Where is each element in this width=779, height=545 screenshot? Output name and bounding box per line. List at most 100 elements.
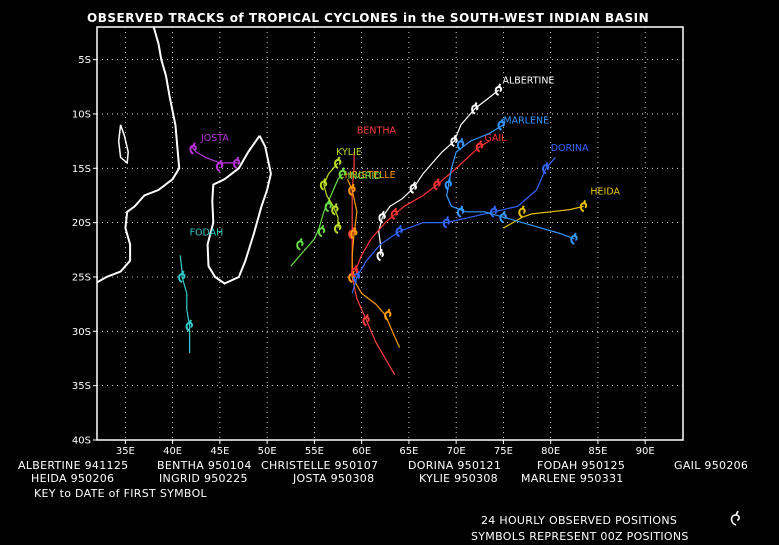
track-ingrid: INGRID bbox=[290, 167, 382, 267]
cyclone-position-icon bbox=[456, 205, 465, 218]
legend-entry: INGRID 950225 bbox=[159, 472, 248, 485]
y-tick-label: 20S bbox=[72, 218, 91, 229]
cyclone-symbol-icon bbox=[730, 510, 740, 526]
legend-entry: KYLIE 950308 bbox=[419, 472, 498, 485]
track-line bbox=[179, 255, 191, 354]
x-tick-label: 65E bbox=[399, 446, 418, 457]
x-tick-label: 50E bbox=[258, 446, 277, 457]
cyclone-position-icon bbox=[494, 83, 503, 96]
track-line bbox=[323, 162, 339, 229]
cyclone-position-icon bbox=[338, 167, 347, 180]
track-gail: GAIL bbox=[351, 133, 508, 278]
cyclone-position-icon bbox=[409, 181, 417, 194]
cyclone-position-icon bbox=[542, 161, 550, 175]
cyclone-position-icon bbox=[518, 205, 526, 218]
storm-label: HEIDA bbox=[590, 186, 620, 197]
x-tick-label: 75E bbox=[494, 446, 513, 457]
cyclone-position-icon bbox=[189, 142, 197, 155]
cyclone-position-icon bbox=[334, 221, 342, 235]
legend-entry: FODAH 950125 bbox=[537, 459, 625, 472]
track-josta: JOSTA bbox=[189, 133, 241, 173]
x-tick-label: 60E bbox=[352, 446, 371, 457]
cyclone-tracks: ALBERTINE BENTHA CHRISTELLE DORINA FODAH GAIL… bbox=[178, 76, 620, 376]
storm-label: CHRISTELLE bbox=[338, 170, 396, 181]
track-bentha: BENTHA bbox=[348, 126, 397, 376]
storm-label: DORINA bbox=[551, 143, 589, 154]
track-line bbox=[191, 146, 239, 164]
x-tick-label: 80E bbox=[541, 446, 560, 457]
legend-entry: ALBERTINE 941125 bbox=[18, 459, 128, 472]
cyclone-position-icon bbox=[185, 319, 193, 332]
x-axis-ticks: 35E 40E 45E 50E 55E 60E 65E 70E 75E 80E 85E 90E bbox=[116, 440, 655, 457]
coastlines bbox=[96, 26, 272, 285]
x-tick-label: 70E bbox=[447, 446, 466, 457]
cyclone-position-icon bbox=[378, 210, 386, 224]
footer-line-2: SYMBOLS REPRESENT 00Z POSITIONS bbox=[471, 530, 689, 543]
cyclone-position-icon bbox=[331, 203, 339, 216]
cyclone-position-icon bbox=[442, 216, 451, 229]
cyclone-position-icon bbox=[444, 178, 452, 191]
cyclone-position-icon bbox=[317, 224, 326, 238]
track-line bbox=[354, 140, 490, 272]
cyclone-position-icon bbox=[475, 140, 484, 153]
storm-legend: ALBERTINE 941125 BENTHA 950104 CHRISTELLE … bbox=[18, 459, 748, 485]
legend-entry: GAIL 950206 bbox=[674, 459, 748, 472]
cyclone-position-icon bbox=[395, 224, 403, 238]
track-dorina: DORINA bbox=[351, 143, 589, 294]
legend-entry: JOSTA 950308 bbox=[292, 472, 374, 485]
y-axis-ticks: 5S 10S 15S 20S 25S 30S 35S 40S bbox=[72, 55, 97, 447]
x-tick-label: 90E bbox=[636, 446, 655, 457]
x-tick-label: 85E bbox=[588, 446, 607, 457]
map-title: OBSERVED TRACKS of TROPICAL CYCLONES in … bbox=[87, 11, 649, 25]
cyclone-position-icon bbox=[497, 118, 505, 131]
cyclone-position-icon bbox=[215, 159, 224, 173]
cyclone-position-icon bbox=[433, 178, 441, 191]
track-heida: HEIDA bbox=[503, 186, 620, 229]
track-line bbox=[378, 89, 500, 256]
storm-label: KYLIE bbox=[336, 147, 362, 158]
legend-entry: DORINA 950121 bbox=[408, 459, 501, 472]
legend-entry: BENTHA 950104 bbox=[157, 459, 252, 472]
legend-entry: MARLENE 950331 bbox=[521, 472, 624, 485]
cyclone-position-icon bbox=[351, 265, 359, 278]
x-tick-label: 35E bbox=[116, 446, 135, 457]
cyclone-position-icon bbox=[362, 313, 370, 327]
track-albertine: ALBERTINE bbox=[376, 76, 555, 262]
y-tick-label: 25S bbox=[72, 272, 91, 283]
storm-label: GAIL bbox=[485, 133, 508, 144]
cyclone-position-icon bbox=[334, 156, 342, 169]
cyclone-position-icon bbox=[499, 210, 507, 224]
cyclone-position-icon bbox=[490, 205, 498, 218]
cyclone-position-icon bbox=[390, 207, 399, 220]
y-tick-label: 40S bbox=[72, 436, 91, 447]
track-line bbox=[446, 124, 575, 240]
storm-label: BENTHA bbox=[357, 126, 397, 137]
key-text: KEY to DATE of FIRST SYMBOL bbox=[34, 487, 208, 500]
cyclone-position-icon bbox=[232, 156, 241, 169]
track-line bbox=[290, 173, 344, 267]
track-kylie: KYLIE bbox=[319, 147, 362, 235]
track-marlene: MARLENE bbox=[444, 116, 578, 245]
cyclone-position-icon bbox=[350, 227, 358, 240]
footer-line-1: 24 HOURLY OBSERVED POSITIONS bbox=[481, 514, 677, 527]
track-line bbox=[351, 157, 556, 294]
grid-lines bbox=[97, 27, 683, 440]
africa-coastline bbox=[96, 26, 181, 284]
cyclone-position-icon bbox=[319, 178, 328, 191]
y-tick-label: 35S bbox=[72, 381, 91, 392]
cyclone-position-icon bbox=[178, 270, 186, 283]
madagascar-coastline bbox=[206, 135, 272, 285]
storm-label: FODAH bbox=[190, 228, 224, 239]
legend-entry: HEIDA 950206 bbox=[31, 472, 114, 485]
track-line bbox=[346, 178, 401, 348]
y-tick-label: 15S bbox=[72, 164, 91, 175]
track-fodah: FODAH bbox=[178, 228, 224, 354]
y-tick-label: 10S bbox=[72, 109, 91, 120]
cyclone-position-icon bbox=[384, 308, 392, 321]
storm-label: ALBERTINE bbox=[503, 76, 555, 87]
cyclone-position-icon bbox=[348, 183, 356, 196]
x-tick-label: 55E bbox=[305, 446, 324, 457]
cyclone-position-icon bbox=[450, 134, 458, 148]
storm-label: INGRID bbox=[348, 171, 382, 182]
